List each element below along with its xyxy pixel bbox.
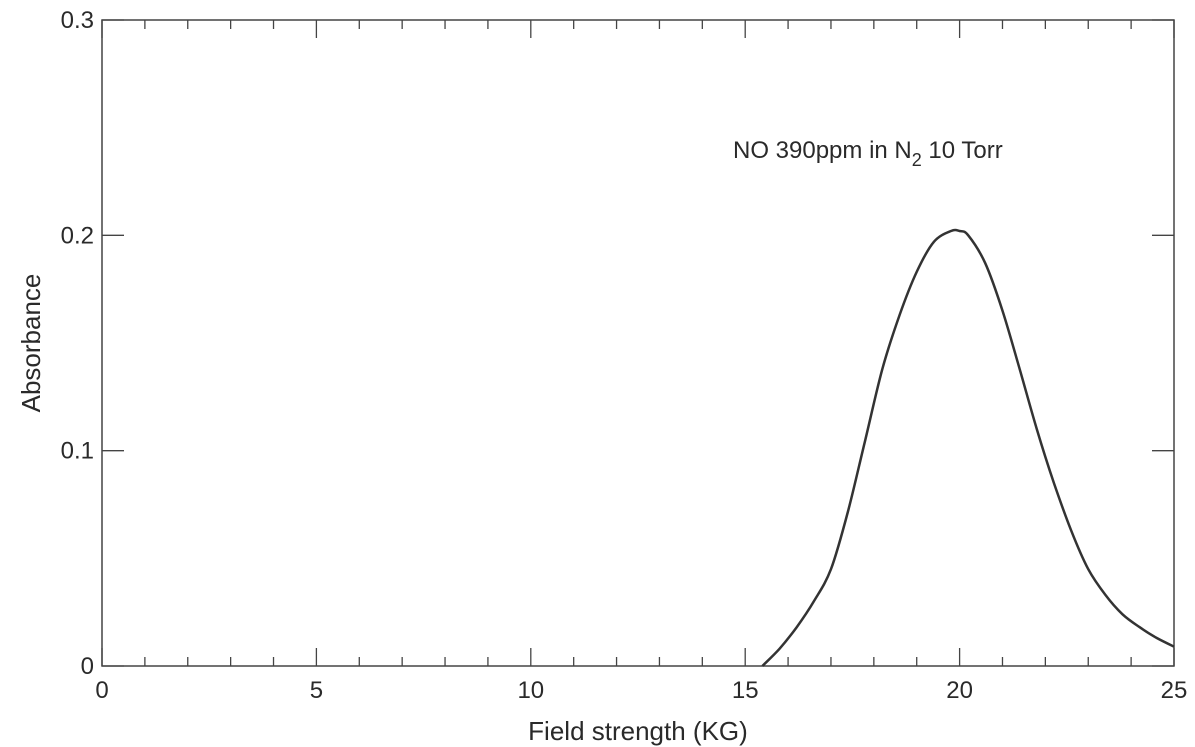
x-tick-label: 15 — [732, 677, 759, 704]
x-tick-label: 20 — [946, 677, 973, 704]
series-line — [761, 228, 1175, 667]
chart-annotation: NO 390ppm in N2 10 Torr — [733, 137, 1003, 170]
axis-ticks — [101, 19, 1175, 667]
x-tick-labels: 0 5 10 15 20 25 — [95, 677, 1187, 704]
y-tick-label: 0 — [81, 653, 94, 680]
annotation-suffix: 10 Torr — [922, 137, 1003, 164]
y-tick-label: 0.1 — [61, 438, 94, 465]
x-tick-label: 5 — [310, 677, 323, 704]
y-axis-label: Absorbance — [16, 274, 46, 413]
y-tick-label: 0.3 — [61, 7, 94, 34]
x-tick-label: 25 — [1161, 677, 1188, 704]
x-axis-label: Field strength (KG) — [528, 716, 748, 746]
x-tick-label: 10 — [517, 677, 544, 704]
plot-frame — [101, 19, 1175, 667]
y-tick-labels: 0 0.1 0.2 0.3 — [61, 7, 94, 680]
annotation-subscript: 2 — [912, 150, 922, 170]
annotation-prefix: NO 390ppm in N — [733, 137, 912, 164]
y-tick-label: 0.2 — [61, 222, 94, 249]
x-tick-label: 0 — [95, 677, 108, 704]
